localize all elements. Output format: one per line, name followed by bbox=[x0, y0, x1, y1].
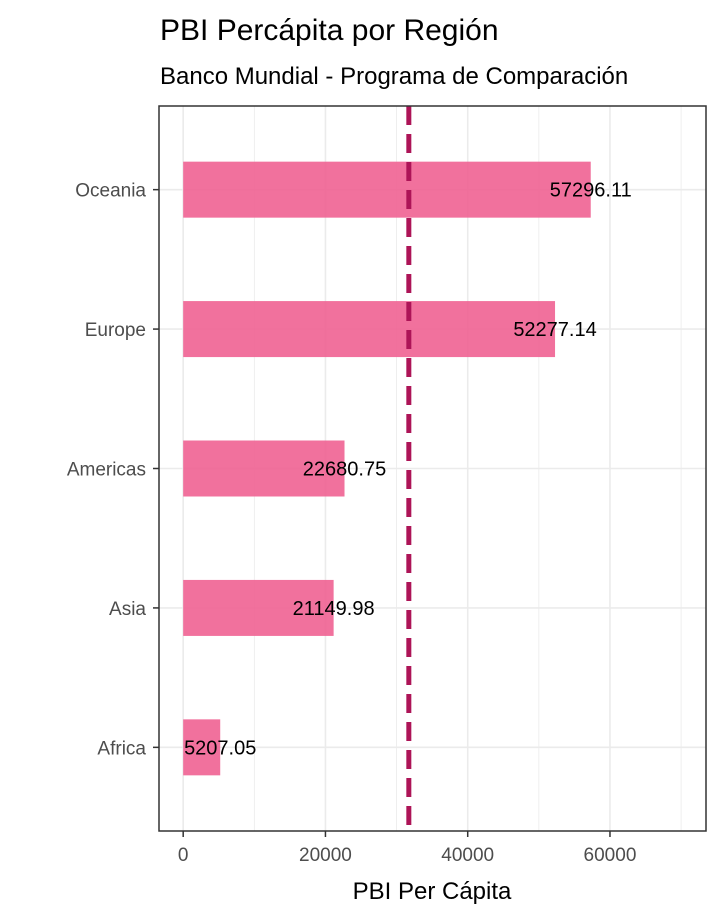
bar-oceania bbox=[183, 161, 591, 218]
x-tick-label: 0 bbox=[178, 845, 189, 866]
y-tick-label-asia: Asia bbox=[109, 599, 146, 620]
bar-europe bbox=[183, 301, 556, 358]
y-axis: Oceania Europe Americas Asia Africa bbox=[67, 181, 159, 759]
data-label-europe: 52277.14 bbox=[513, 319, 596, 341]
y-tick-label-americas: Americas bbox=[67, 460, 146, 481]
data-label-oceania: 57296.11 bbox=[550, 180, 632, 202]
x-tick-label: 20000 bbox=[299, 845, 352, 866]
bar-americas bbox=[183, 440, 345, 497]
data-label-africa: 5207.05 bbox=[184, 737, 256, 759]
y-tick-label-europe: Europe bbox=[85, 320, 146, 341]
y-tick-label-oceania: Oceania bbox=[75, 181, 146, 202]
bar-africa bbox=[183, 719, 221, 776]
data-label-americas: 22680.75 bbox=[303, 459, 386, 481]
y-tick-label-africa: Africa bbox=[97, 738, 146, 759]
data-label-asia: 21149.98 bbox=[293, 598, 375, 620]
bar-asia bbox=[183, 579, 334, 636]
chart-title: PBI Percápita por Región bbox=[160, 14, 499, 47]
x-axis: 0 20000 40000 60000 bbox=[178, 831, 636, 866]
chart-subtitle: Banco Mundial - Programa de Comparación bbox=[160, 63, 628, 90]
data-labels: 57296.11 52277.14 22680.75 21149.98 5207.05 bbox=[184, 180, 632, 760]
x-tick-label: 40000 bbox=[441, 845, 494, 866]
x-axis-title: PBI Per Cápita bbox=[353, 878, 512, 905]
x-tick-label: 60000 bbox=[584, 845, 637, 866]
bars bbox=[183, 161, 591, 776]
